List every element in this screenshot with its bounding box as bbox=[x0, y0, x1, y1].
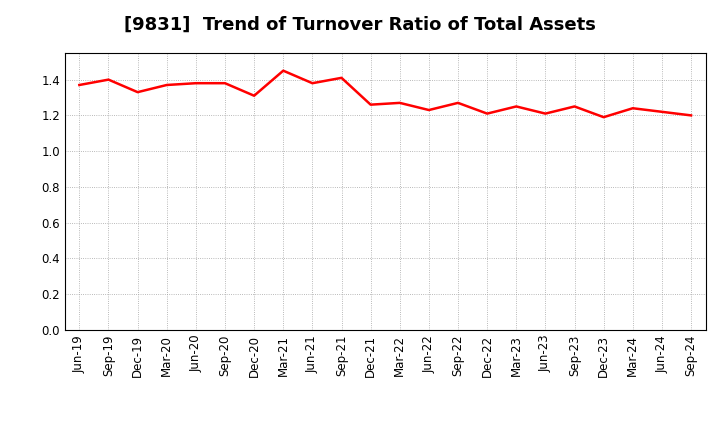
Text: [9831]  Trend of Turnover Ratio of Total Assets: [9831] Trend of Turnover Ratio of Total … bbox=[124, 15, 596, 33]
